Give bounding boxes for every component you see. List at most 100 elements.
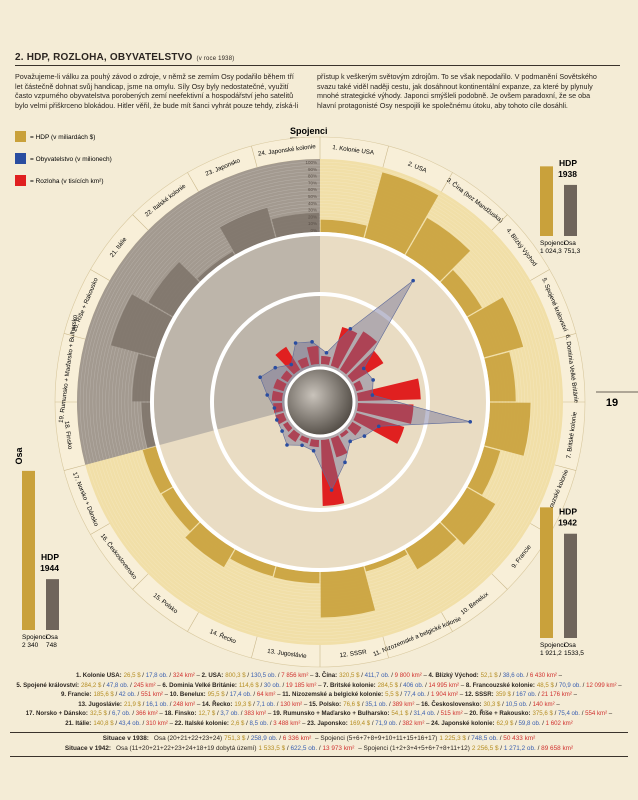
population-point xyxy=(310,340,314,344)
country-name: 9. Francie: xyxy=(60,691,92,699)
ring-label: 12. SSSR xyxy=(339,649,367,660)
gdp-wedge xyxy=(185,522,235,568)
legend-swatch xyxy=(15,153,26,164)
gdp-wedge xyxy=(219,207,276,255)
gdp-value: 185,6 $ xyxy=(93,691,118,698)
texture-ring xyxy=(127,209,513,595)
population-point xyxy=(289,362,294,367)
area-bar xyxy=(283,421,293,432)
gdp-value: 140,8 $ xyxy=(93,720,118,727)
gdp-wedge xyxy=(467,297,524,358)
gdp-wedge xyxy=(273,566,320,584)
country-name: 1. Kolonie USA: xyxy=(75,672,122,679)
area-value: 9 800 km² xyxy=(394,672,422,679)
country-entry: 23. Japonsko:169,4 $71,9 ob.382 km² xyxy=(307,720,431,727)
gdp-wedge xyxy=(161,487,200,532)
area-bar xyxy=(299,435,310,444)
population-value: 42 ob. xyxy=(119,691,141,698)
area-value: 1 904 km² xyxy=(430,691,459,699)
area-bar xyxy=(306,345,320,366)
population-value: 77,4 ob. xyxy=(404,691,431,698)
gdp-wedge xyxy=(484,402,531,456)
population-value: 17,4 ob. xyxy=(230,691,257,698)
gdp-panel-title: HDP xyxy=(41,552,59,562)
gdp-bar xyxy=(540,507,553,638)
population-point xyxy=(343,460,347,465)
gdp-wedge xyxy=(484,352,516,402)
country-name: 17. Norsko + Dánsko: xyxy=(25,710,88,718)
ring-tick-label: 70% xyxy=(308,180,317,185)
area-value: 6 430 km² xyxy=(529,672,557,679)
gdp-panel-year: 1938 xyxy=(558,169,577,179)
country-name: 2. USA: xyxy=(201,672,224,679)
texture-ring xyxy=(137,219,503,585)
ring-tick-label: 10% xyxy=(308,221,317,226)
population-value: 71,9 ob. xyxy=(375,720,402,727)
gdp-value: 30,3 $ xyxy=(483,701,505,708)
gdp-bar-value: 1533,5 xyxy=(564,650,584,657)
sector-divider xyxy=(187,612,199,632)
country-name: 15. Polsko: xyxy=(309,700,342,708)
gdp-wedge xyxy=(141,402,156,448)
gdp-bar-label: Osa xyxy=(564,642,576,649)
texture-ring xyxy=(111,193,529,611)
sector-divider xyxy=(530,269,550,281)
gdp-value: 62,9 $ xyxy=(497,720,519,727)
situation-title: Situace v 1938: xyxy=(102,734,149,742)
population-point xyxy=(411,278,415,283)
country-entry: 18. Finsko:12,7 $3,7 ob.383 km² xyxy=(165,710,273,717)
ring-tick-label: 50% xyxy=(308,194,317,199)
population-point xyxy=(272,406,277,410)
gdp-panel-year: 1942 xyxy=(558,518,577,528)
gdp-value: 95,5 $ xyxy=(208,691,230,698)
population-point xyxy=(468,419,473,424)
area-value: 21 176 km² xyxy=(541,691,572,699)
population-value: 31,4 ob. xyxy=(413,710,440,717)
gdp-bar-value: 2 340 xyxy=(22,642,39,649)
area-value: 389 km² xyxy=(392,700,415,708)
country-entry: 3. Čína:320,5 $411,7 ob.9 800 km² xyxy=(315,672,428,679)
population-value: 167 ob. xyxy=(516,691,541,698)
axis-values: 1 533,5 $622,5 ob.13 973 km² xyxy=(258,745,354,752)
gdp-value: 54,1 $ xyxy=(391,710,413,717)
country-entry: 9. Francie:185,6 $42 ob.551 km² xyxy=(61,691,170,698)
core-ring xyxy=(210,292,430,512)
gdp-value: 52,1 $ xyxy=(481,672,503,679)
country-name: 8. Francouzské kolonie: xyxy=(465,681,535,689)
ring-tick-label: 100% xyxy=(305,160,317,165)
texture-ring xyxy=(89,171,551,633)
texture-ring xyxy=(140,222,500,582)
axis-value: 6 336 km² xyxy=(282,734,312,742)
gdp-bar-value: 748 xyxy=(46,642,57,649)
area-value: 248 km² xyxy=(173,700,196,708)
population-value: 59,8 ob. xyxy=(519,720,546,727)
legend-swatch xyxy=(15,131,26,142)
allies-values: 2 256,5 $1 271,2 ob.89 658 km² xyxy=(472,745,573,752)
texture-ring xyxy=(114,196,526,608)
gdp-bar xyxy=(46,579,59,630)
legend-label: = Rozloha (v tisících km²) xyxy=(30,178,104,185)
population-point xyxy=(324,350,329,355)
country-entry: 1. Kolonie USA:26,5 $17,8 ob.324 km² xyxy=(76,672,202,679)
country-entry: 12. SSSR:359 $167 ob.21 176 km² xyxy=(465,691,577,698)
gdp-value: 2,6 $ xyxy=(231,720,250,727)
area-bar xyxy=(330,327,358,369)
sector-divider xyxy=(554,333,577,340)
sector-divider xyxy=(382,636,389,659)
ring-tick-label: 30% xyxy=(308,208,317,213)
country-entry: 11. Nizozemské a belgické kolonie:5,5 $7… xyxy=(282,691,465,698)
population-point xyxy=(275,418,279,422)
texture-ring xyxy=(92,174,548,630)
gdp-panel-year: 1944 xyxy=(40,563,59,573)
subtitle: (v roce 1938) xyxy=(196,56,235,62)
ring-tick-label: 0% xyxy=(310,228,317,233)
axis-value: 622,5 ob. xyxy=(290,745,322,752)
ring-tick-label: 80% xyxy=(308,174,317,179)
sector-divider xyxy=(132,214,149,231)
population-value: 38,6 ob. xyxy=(503,672,530,679)
axis-label: Osa xyxy=(14,447,24,465)
country-name: 21. Itálie: xyxy=(65,719,92,727)
population-value: 3,7 ob. xyxy=(220,710,244,717)
gdp-panel-title: HDP xyxy=(559,158,577,168)
gdp-wedge xyxy=(197,251,235,282)
